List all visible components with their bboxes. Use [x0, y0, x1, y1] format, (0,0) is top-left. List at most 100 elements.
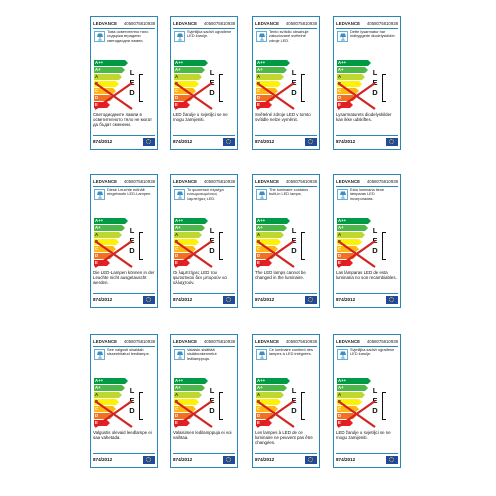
table-lamp-icon: [337, 349, 348, 360]
product-code: 4058075810938: [123, 21, 155, 26]
table-lamp-icon: [256, 189, 267, 200]
bar-arrow-tip: [116, 239, 119, 245]
label-footer: 874/2012: [93, 293, 155, 305]
energy-label: LEDVANCE 4058075810938 Esta luminaria tien…: [333, 174, 401, 308]
led-range-bracket: [139, 392, 143, 420]
table-lamp-icon: [94, 349, 105, 360]
energy-class-bar-aplusplus: A++: [174, 378, 208, 384]
not-replaceable-cross-mark: [94, 82, 133, 110]
label-footer: 874/2012: [255, 453, 317, 465]
table-lamp-icon: [337, 31, 348, 42]
bar-arrow-tip: [281, 392, 284, 398]
bar-arrow-tip: [116, 81, 119, 87]
bar-arrow-tip: [350, 420, 353, 426]
label-footer: 874/2012: [336, 453, 398, 465]
energy-class-bar-aplus: A+: [256, 225, 287, 231]
brand-name: LEDVANCE: [255, 339, 280, 344]
energy-class-bar-c: C: [94, 406, 116, 412]
table-lamp-icon: [256, 31, 267, 42]
bar-arrow-tip: [359, 399, 362, 405]
bar-arrow-tip: [278, 399, 281, 405]
energy-class-bar-aplus: A+: [94, 385, 125, 391]
label-note: Светодиодните лампи в осветителното тяло…: [93, 112, 152, 127]
energy-class-bar-aplusplus: A++: [337, 378, 371, 384]
eu-flag-icon: [223, 455, 235, 464]
bar-arrow-tip: [269, 260, 272, 266]
label-header: LEDVANCE 4058075810938: [173, 19, 235, 29]
led-label: L E D: [291, 386, 297, 415]
bar-arrow-tip: [284, 385, 287, 391]
product-code: 4058075810938: [203, 179, 235, 184]
label-footer: 874/2012: [336, 135, 398, 147]
bar-arrow-tip: [125, 378, 128, 384]
not-replaceable-cross-mark: [174, 240, 213, 268]
energy-class-scale: A++A+ABCDE: [337, 218, 399, 268]
bar-arrow-tip: [119, 392, 122, 398]
energy-class-bar-c: C: [256, 88, 278, 94]
energy-class-bar-aplus: A+: [256, 385, 287, 391]
bar-arrow-tip: [199, 232, 202, 238]
bar-arrow-tip: [196, 399, 199, 405]
not-replaceable-cross-mark: [94, 240, 133, 268]
bar-arrow-tip: [365, 385, 368, 391]
energy-label: LEDVANCE 4058075810938 Svjetiljka sadrži u…: [170, 16, 238, 150]
label-note: Světelné zdroje LED v tomto svítidle nel…: [255, 112, 311, 122]
bar-arrow-tip: [113, 88, 116, 94]
label-description: Ce luminaire contient des lampes à LED i…: [269, 348, 313, 357]
eu-flag-icon: [223, 295, 235, 304]
not-replaceable-cross-mark: [337, 240, 376, 268]
regulation-number: 874/2012: [336, 457, 356, 462]
energy-class-bar-aplusplus: A++: [94, 378, 128, 384]
energy-class-bar-aplusplus: A++: [337, 218, 371, 224]
bar-arrow-tip: [287, 60, 290, 66]
energy-label: LEDVANCE 4058075810938 Svjetiljka sadrži u…: [333, 334, 401, 468]
energy-class-bar-aplus: A+: [256, 67, 287, 73]
label-note: Les lampes à LED de ce luminaire ne peuv…: [255, 430, 313, 445]
table-lamp-icon: [174, 31, 185, 42]
table-lamp-icon: [94, 31, 105, 42]
led-range-bracket: [382, 392, 386, 420]
energy-class-bar-a: A: [94, 74, 122, 80]
eu-flag-icon: [143, 137, 155, 146]
led-range-bracket: [301, 74, 305, 102]
bar-arrow-tip: [365, 67, 368, 73]
brand-name: LEDVANCE: [255, 179, 280, 184]
energy-class-bar-a: A: [256, 392, 284, 398]
bar-arrow-tip: [193, 406, 196, 412]
bar-arrow-tip: [287, 378, 290, 384]
energy-class-bar-c: C: [94, 246, 116, 252]
label-description: Svjetiljka sadrži ugrađene LED žarulje.: [350, 348, 395, 357]
energy-class-bar-c: C: [174, 88, 196, 94]
table-lamp-icon: [256, 349, 267, 360]
label-description: Svjetiljka sadrži ugrađene LED žarulje.: [187, 30, 232, 39]
eu-flag-icon: [305, 295, 317, 304]
label-note: LED žarulje u svjetiljci se ne mogu zami…: [336, 430, 391, 440]
label-description: Esta luminaria tiene lámparas LED incorp…: [350, 188, 385, 201]
energy-class-bar-c: C: [256, 246, 278, 252]
led-label: L E D: [291, 226, 297, 255]
label-description: The luminaire contains built-in LED lamp…: [269, 188, 309, 197]
energy-class-bar-c: C: [94, 88, 116, 94]
bar-arrow-tip: [365, 225, 368, 231]
brand-name: LEDVANCE: [93, 339, 118, 344]
not-replaceable-cross-mark: [174, 82, 213, 110]
led-range-bracket: [139, 232, 143, 260]
product-code: 4058075810938: [285, 179, 317, 184]
energy-class-bar-c: C: [256, 406, 278, 412]
bar-arrow-tip: [187, 260, 190, 266]
energy-class-bar-c: C: [337, 246, 359, 252]
energy-class-bar-aplusplus: A++: [337, 60, 371, 66]
label-description: Dette lysarmatur har indbyggede diodelys…: [350, 30, 396, 39]
bar-arrow-tip: [122, 225, 125, 231]
energy-label: LEDVANCE 4058075810938 Tento svítidlo obsa…: [252, 16, 320, 150]
led-label: L E D: [372, 226, 378, 255]
led-range-bracket: [139, 74, 143, 102]
label-note: The LED lamps cannot be changed in the l…: [255, 270, 306, 280]
energy-class-bar-a: A: [174, 74, 202, 80]
label-note: Die LED-Lampen können in der Leuchte nic…: [93, 270, 155, 285]
label-footer: 874/2012: [173, 135, 235, 147]
energy-class-bar-c: C: [174, 246, 196, 252]
not-replaceable-cross-mark: [256, 82, 295, 110]
brand-name: LEDVANCE: [255, 21, 280, 26]
